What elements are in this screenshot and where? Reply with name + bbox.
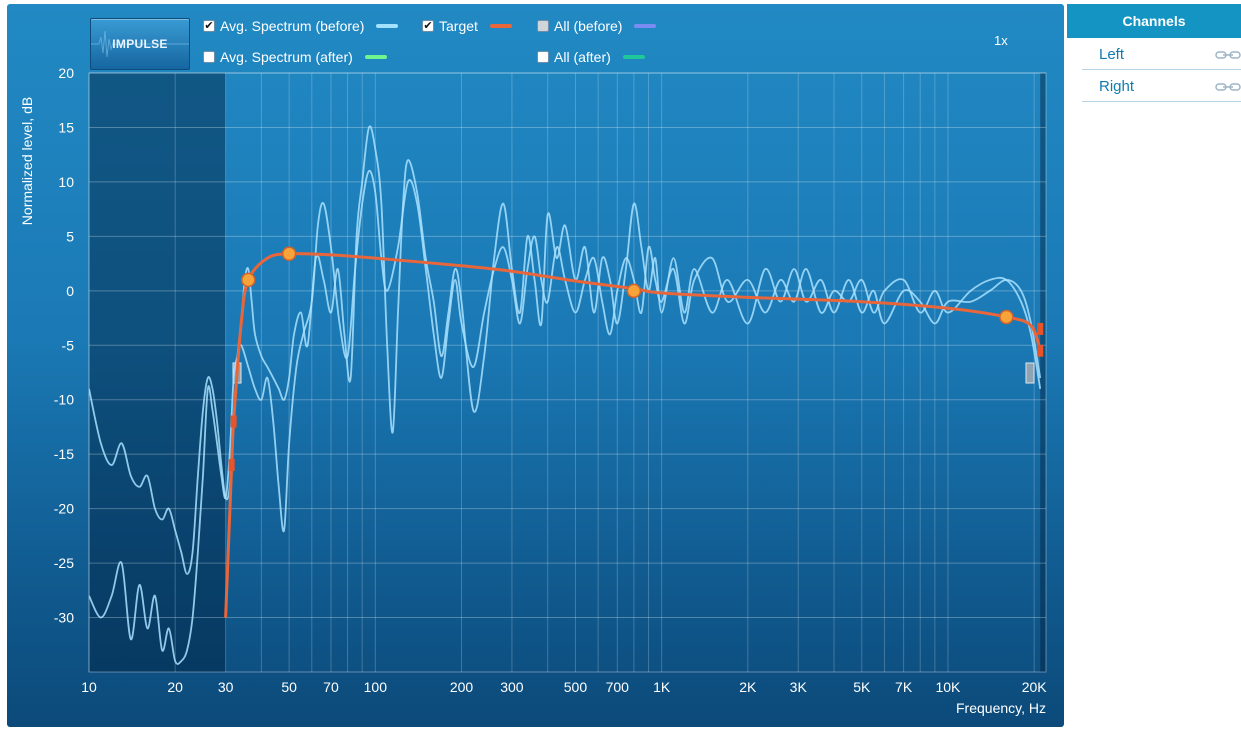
legend-all-after[interactable]: All (after) (537, 48, 645, 66)
y-tick-label: 15 (58, 119, 74, 135)
legend-label: Avg. Spectrum (after) (220, 49, 353, 65)
y-tick-label: 5 (66, 228, 74, 244)
waveform-icon (91, 30, 189, 58)
avg-after-checkbox[interactable] (203, 51, 215, 63)
x-tick-label: 700 (606, 679, 630, 695)
legend-avg-spectrum-before[interactable]: ✔ Avg. Spectrum (before) (203, 17, 399, 35)
target-curve (224, 252, 1042, 618)
x-tick-label: 200 (450, 679, 474, 695)
y-axis-label: Normalized level, dB (19, 97, 35, 225)
x-tick-label: 20 (167, 679, 183, 695)
target-swatch (489, 24, 512, 28)
x-tick-label: 500 (564, 679, 588, 695)
x-tick-label: 50 (281, 679, 297, 695)
target-control-point[interactable] (626, 283, 642, 299)
avg-before-swatch (376, 24, 399, 28)
zoom-level[interactable]: 1x (994, 33, 1008, 48)
y-tick-label: 10 (58, 174, 74, 190)
target-control-point[interactable] (999, 309, 1014, 325)
excluded-range (1040, 73, 1046, 672)
all-after-checkbox[interactable] (537, 51, 549, 63)
target-slope-marker[interactable] (1037, 322, 1044, 335)
legend-target[interactable]: ✔ Target (422, 17, 512, 35)
link-icon[interactable] (1215, 49, 1241, 61)
legend-all-before[interactable]: All (before) (537, 17, 657, 35)
target-slope-marker[interactable] (228, 459, 235, 472)
y-tick-label: -15 (54, 446, 74, 462)
x-tick-label: 2K (739, 679, 757, 695)
spectrum-series-1 (89, 125, 1042, 575)
y-tick-label: -20 (54, 501, 74, 517)
excluded-range (89, 73, 226, 672)
impulse-button[interactable]: IMPULSE (90, 18, 190, 70)
x-tick-label: 1K (653, 679, 671, 695)
target-control-point[interactable] (241, 272, 256, 288)
x-tick-label: 10 (81, 679, 97, 695)
y-tick-label: -10 (54, 392, 74, 408)
y-tick-label: 0 (66, 283, 74, 299)
channel-left[interactable]: Left (1082, 40, 1241, 70)
spectrum-series-2 (89, 169, 1042, 665)
y-tick-label: 20 (58, 65, 74, 81)
link-icon[interactable] (1215, 81, 1241, 93)
x-tick-label: 7K (895, 679, 913, 695)
all-before-swatch (634, 24, 657, 28)
x-tick-label: 300 (500, 679, 524, 695)
x-tick-label: 30 (218, 679, 234, 695)
y-tick-label: -25 (54, 555, 74, 571)
x-tick-label: 20K (1022, 679, 1048, 695)
chart-panel (7, 4, 1064, 727)
avg-before-checkbox[interactable]: ✔ (203, 19, 215, 32)
y-tick-label: -5 (62, 337, 75, 353)
range-handle (1025, 362, 1035, 384)
channel-label: Left (1099, 46, 1125, 63)
all-after-swatch (622, 55, 645, 59)
channels-header: Channels (1067, 4, 1241, 38)
x-tick-label: 100 (364, 679, 388, 695)
avg-after-swatch (364, 55, 387, 59)
target-control-point[interactable] (281, 246, 297, 262)
target-slope-marker[interactable] (230, 415, 237, 428)
impulse-label: IMPULSE (112, 37, 168, 51)
legend-label: All (before) (554, 18, 623, 34)
plot-border (88, 72, 1047, 673)
legend-label: Target (439, 18, 478, 34)
x-tick-label: 3K (790, 679, 808, 695)
x-tick-label: 70 (323, 679, 339, 695)
legend-avg-spectrum-after[interactable]: Avg. Spectrum (after) (203, 48, 387, 66)
legend-label: Avg. Spectrum (before) (220, 18, 365, 34)
channel-right[interactable]: Right (1082, 72, 1241, 102)
target-slope-marker[interactable] (1037, 344, 1044, 357)
target-checkbox[interactable]: ✔ (422, 19, 434, 32)
x-tick-label: 10K (935, 679, 961, 695)
channel-label: Right (1099, 78, 1135, 95)
legend-label: All (after) (554, 49, 611, 65)
all-before-checkbox[interactable] (537, 20, 549, 32)
y-tick-label: -30 (54, 610, 74, 626)
x-axis-label: Frequency, Hz (956, 700, 1046, 716)
series-group (89, 125, 1044, 665)
x-tick-label: 5K (853, 679, 871, 695)
